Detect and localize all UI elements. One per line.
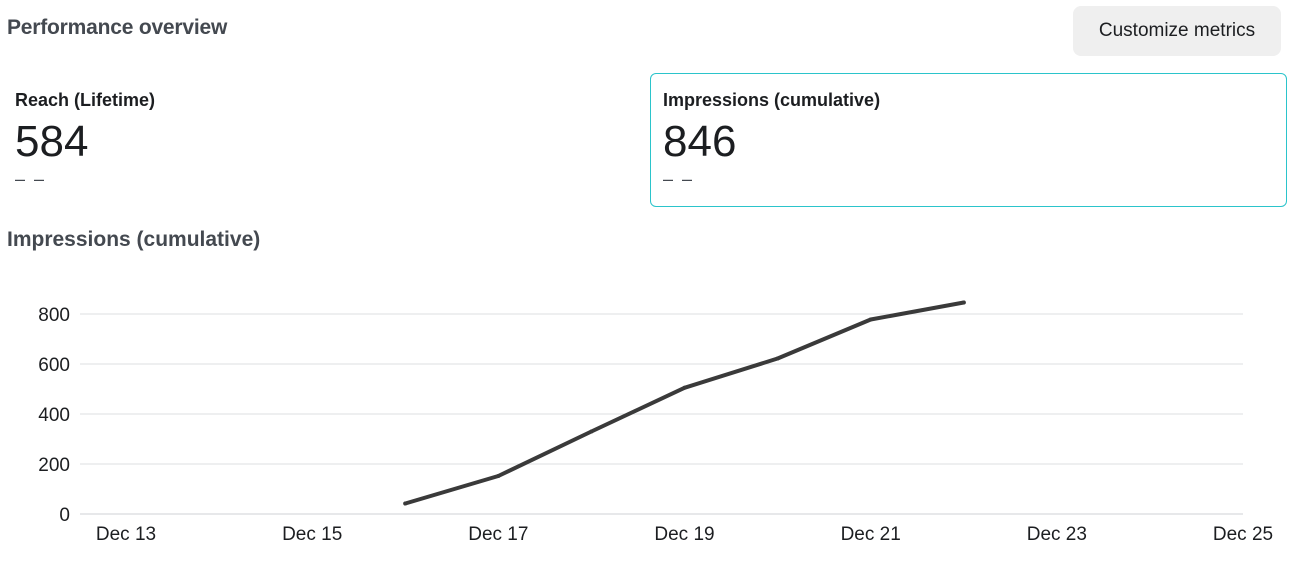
data-point [775, 356, 780, 361]
metric-value: 584 [15, 117, 89, 166]
data-point [682, 385, 687, 390]
metric-label: Reach (Lifetime) [15, 90, 156, 110]
y-tick-label: 400 [38, 405, 70, 426]
data-point [496, 474, 501, 478]
metric-delta: – – [15, 169, 47, 189]
data-point [868, 317, 873, 322]
data-point [403, 501, 408, 506]
metric-label: Impressions (cumulative) [663, 90, 881, 110]
x-tick-label: Dec 21 [841, 524, 901, 545]
x-tick-label: Dec 19 [654, 524, 714, 545]
x-tick-label: Dec 25 [1213, 524, 1273, 545]
series-line [403, 300, 966, 506]
data-point [961, 300, 966, 305]
y-tick-label: 800 [38, 305, 70, 326]
y-tick-label: 600 [38, 355, 70, 376]
x-tick-label: Dec 15 [282, 524, 342, 545]
x-tick-label: Dec 13 [96, 524, 156, 545]
page-title: Performance overview [7, 16, 228, 39]
x-tick-label: Dec 17 [468, 524, 528, 545]
metric-delta: – – [663, 169, 695, 189]
metric-value: 846 [663, 117, 737, 166]
data-point [589, 429, 594, 434]
metric-card-reach[interactable]: Reach (Lifetime) 584 – – [2, 73, 638, 207]
y-tick-label: 0 [59, 505, 70, 526]
metric-card-impressions[interactable]: Impressions (cumulative) 846 – – [650, 73, 1287, 207]
x-tick-label: Dec 23 [1027, 524, 1087, 545]
y-tick-label: 200 [38, 455, 70, 476]
customize-metrics-button[interactable]: Customize metrics [1073, 6, 1281, 56]
chart-title: Impressions (cumulative) [7, 228, 261, 251]
